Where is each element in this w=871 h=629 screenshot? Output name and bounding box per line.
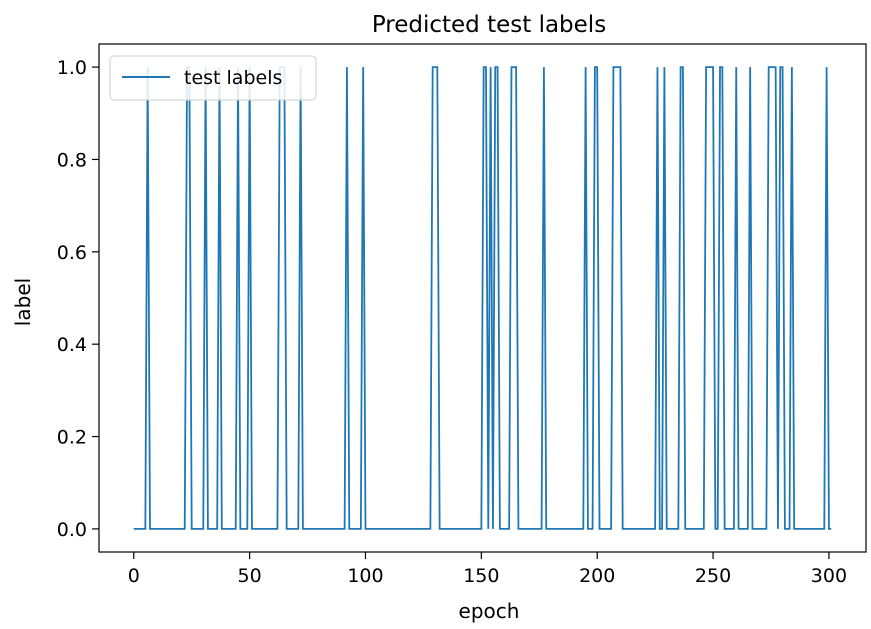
x-tick-label: 50 — [238, 565, 262, 587]
y-tick-label: 1.0 — [57, 57, 87, 79]
x-tick-label: 250 — [695, 565, 731, 587]
x-tick-label: 100 — [347, 565, 383, 587]
x-axis: 0 50 100 150 200 250 300 — [128, 552, 847, 587]
x-tick-label: 300 — [811, 565, 847, 587]
y-axis: 0.0 0.2 0.4 0.6 0.8 1.0 — [57, 57, 99, 541]
y-tick-label: 0.2 — [57, 427, 87, 449]
y-axis-title: label — [11, 278, 35, 326]
y-tick-label: 0.0 — [57, 519, 87, 541]
plot-area — [134, 67, 831, 529]
x-tick-label: 0 — [128, 565, 140, 587]
x-tick-label: 200 — [579, 565, 615, 587]
series-line-test-labels — [134, 67, 831, 529]
y-tick-label: 0.6 — [57, 242, 87, 264]
legend-label: test labels — [184, 67, 282, 89]
x-axis-title: epoch — [459, 599, 520, 623]
chart-title: Predicted test labels — [372, 12, 606, 38]
y-tick-label: 0.8 — [57, 149, 87, 171]
legend: test labels — [110, 56, 316, 100]
y-tick-label: 0.4 — [57, 334, 87, 356]
x-tick-label: 150 — [463, 565, 499, 587]
